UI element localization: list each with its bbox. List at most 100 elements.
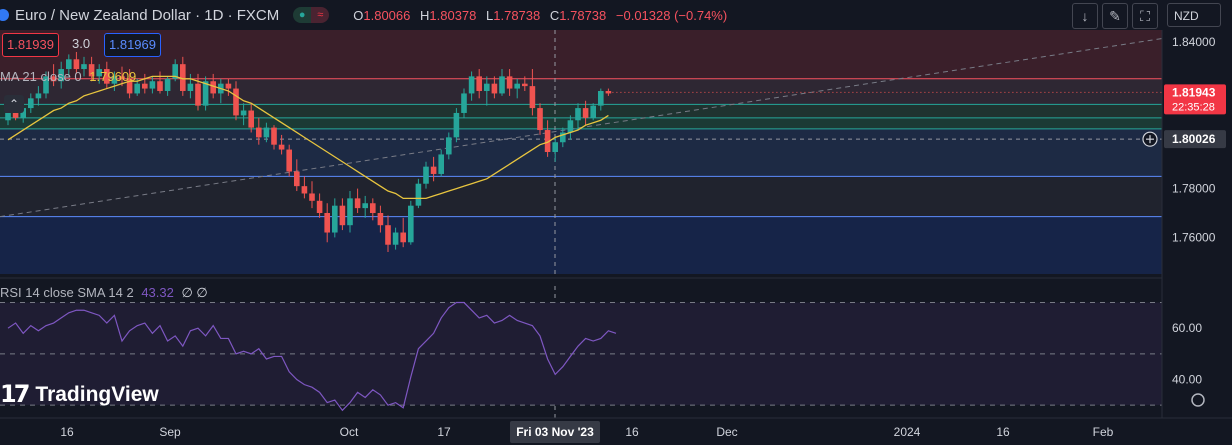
ohlc-open-key: O (353, 7, 364, 23)
ohlc-close-value: 1.78738 (559, 7, 607, 23)
candle (28, 93, 34, 113)
time-tick-label: 17 (437, 425, 451, 439)
candle (339, 198, 346, 231)
candle (66, 54, 72, 77)
candle-body (233, 88, 239, 116)
candle-body (286, 149, 292, 172)
crosshair-price-label: 1.80026 (1172, 132, 1216, 146)
candle (301, 176, 308, 199)
candle-body (567, 120, 574, 133)
candle-body (96, 69, 102, 77)
candle-body (544, 130, 551, 152)
chart-header: Euro / New Zealand Dollar · 1D · FXCM ● ≈… (0, 4, 727, 26)
candle-body (362, 203, 368, 209)
market-status-pill[interactable]: ● ≈ (293, 7, 330, 23)
time-tick-label: 2024 (894, 425, 921, 439)
candle-body (324, 213, 330, 233)
sma-legend[interactable]: MA 21 close 0 1.79609 (0, 69, 136, 84)
zone-band-2 (0, 104, 1162, 118)
candle-body (347, 198, 353, 226)
arrow-down-button[interactable]: ↓ (1072, 3, 1098, 29)
candle (286, 144, 292, 177)
sma-line (7, 75, 609, 200)
candle (88, 56, 95, 82)
candle (552, 137, 558, 162)
fullscreen-button[interactable]: ⛶ (1132, 3, 1158, 29)
candle-body (149, 81, 156, 89)
candle-body (476, 76, 482, 91)
draw-button[interactable]: ✎ (1102, 3, 1128, 29)
candle (408, 200, 414, 245)
candle (35, 86, 42, 106)
candle-body (582, 108, 589, 118)
crosshair-date-label: Fri 03 Nov '23 (516, 425, 594, 439)
candle-body (468, 76, 475, 94)
candle (385, 215, 391, 253)
candle-body (385, 225, 391, 245)
zone-band-4 (0, 128, 1162, 177)
currency-selector[interactable]: NZD (1167, 3, 1221, 27)
candle-body (537, 108, 543, 131)
candle-body (256, 127, 262, 138)
candle-body (5, 112, 11, 121)
candle (294, 159, 300, 192)
candle-body (309, 193, 315, 201)
candle-body (134, 83, 140, 94)
candle (240, 103, 247, 126)
candle (202, 76, 209, 111)
collapse-legend-button[interactable]: ⌃ (4, 95, 24, 113)
time-tick-label: Sep (159, 425, 181, 439)
candle-body (370, 203, 376, 213)
candle-body (104, 69, 110, 84)
rsi-legend[interactable]: RSI 14 close SMA 14 2 43.32 ∅ ∅ (0, 285, 208, 301)
candle-body (575, 108, 581, 121)
candle-body (119, 76, 125, 79)
candle (453, 108, 460, 143)
candle-body (461, 93, 467, 113)
candle (362, 195, 368, 218)
candle (73, 51, 80, 74)
candle (278, 134, 285, 155)
candle-body (491, 83, 498, 94)
rsi-tick-label: 40.00 (1172, 373, 1202, 387)
brand-name: TradingView (35, 382, 159, 406)
buy-price-button[interactable]: 1.81969 (104, 33, 161, 57)
candle-body (81, 64, 87, 70)
candle-body (66, 59, 72, 70)
candle (575, 103, 581, 131)
candle (256, 117, 262, 145)
candle-body (332, 205, 338, 233)
candle-body (20, 108, 26, 118)
sell-price-button[interactable]: 1.81939 (2, 33, 59, 57)
ohlc-high-value: 1.80378 (429, 7, 477, 23)
zone-band-1 (0, 78, 1162, 105)
candle-body (294, 171, 300, 187)
ohlc-high-key: H (420, 7, 430, 23)
candle-body (240, 110, 247, 116)
candle-body (50, 76, 57, 82)
sma-legend-name: MA 21 close 0 (0, 69, 82, 84)
pencil-icon: ✎ (1109, 8, 1121, 24)
candle-body (88, 64, 95, 77)
candle (149, 76, 156, 94)
candle-body (202, 81, 209, 106)
candle (537, 103, 543, 135)
candle (354, 188, 361, 213)
rsi-legend-name: RSI 14 close SMA 14 2 (0, 285, 134, 300)
candle-body (172, 64, 178, 79)
ohlc-close-key: C (549, 7, 560, 23)
ohlc-readout: O1.80066 H1.80378 L1.78738 C1.78738 −0.0… (347, 8, 727, 23)
candle-body (111, 76, 118, 84)
candle (157, 71, 163, 94)
spread-value: 3.0 (72, 36, 91, 51)
zone-band-0 (0, 30, 1162, 79)
tradingview-logo-icon: 𝟭𝟳 (0, 381, 30, 408)
candle-body (12, 112, 19, 118)
symbol-title[interactable]: Euro / New Zealand Dollar · 1D · FXCM (15, 6, 280, 24)
candle-body (438, 154, 444, 174)
candle (377, 205, 384, 233)
candle (560, 127, 566, 148)
candle-body (552, 142, 558, 152)
